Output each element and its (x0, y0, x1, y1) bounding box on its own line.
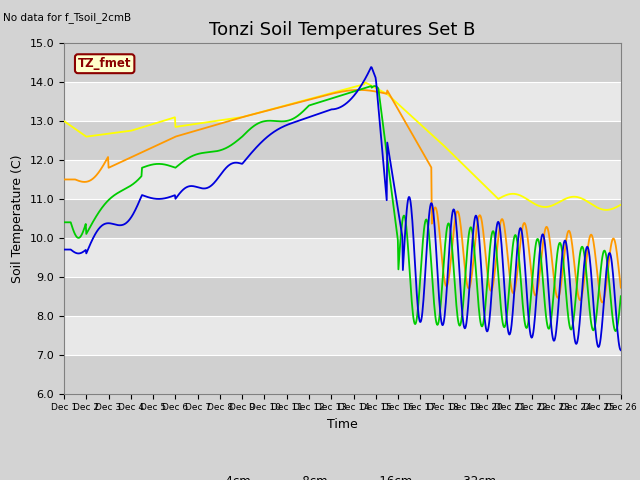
Bar (64, 43, 621, 82)
Bar (64, 277, 621, 316)
X-axis label: Time: Time (327, 418, 358, 431)
Bar (64, 199, 621, 238)
Legend: -4cm, -8cm, -16cm, -32cm: -4cm, -8cm, -16cm, -32cm (184, 470, 501, 480)
Title: Tonzi Soil Temperatures Set B: Tonzi Soil Temperatures Set B (209, 21, 476, 39)
Text: No data for f_Tsoil_2cmB: No data for f_Tsoil_2cmB (3, 12, 131, 23)
Bar (64, 121, 621, 160)
Text: TZ_fmet: TZ_fmet (78, 57, 131, 70)
Y-axis label: Soil Temperature (C): Soil Temperature (C) (11, 154, 24, 283)
Bar (64, 355, 621, 394)
